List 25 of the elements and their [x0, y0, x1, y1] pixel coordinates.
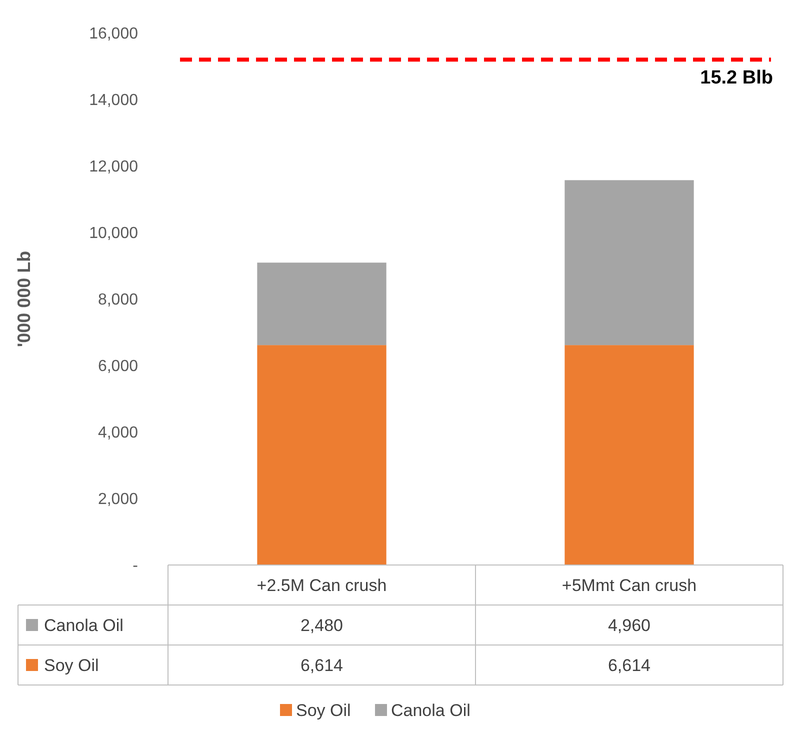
data-label: 2,480 [300, 616, 344, 635]
y-tick-label: 2,000 [98, 491, 138, 508]
text: Canola Oil [391, 700, 470, 720]
y-tick-label: 4,000 [98, 424, 138, 442]
y-tick-label: 8,000 [98, 292, 138, 309]
x-tick-label: +5Mmt Can crush [562, 576, 697, 595]
bar [257, 345, 386, 565]
data-label: 4,960 [608, 616, 651, 635]
bar [564, 345, 694, 565]
y-tick-label: 16,000 [89, 26, 138, 43]
legend-label: Soy Oil [296, 700, 351, 720]
y-axis-title: '000 000 Lb [14, 250, 34, 348]
data-label: 6,614 [300, 656, 344, 675]
text: Soy Oil [44, 656, 99, 675]
x-tick-label: +2.5M Can crush [256, 576, 387, 595]
y-tick-label: - [132, 558, 138, 575]
y-tick-label: 6,000 [98, 358, 138, 376]
ref-line-label: 15.2 Blb [700, 68, 773, 89]
data-label: 6,614 [608, 656, 651, 675]
y-tick-label: 12,000 [89, 158, 138, 176]
bar [564, 180, 694, 346]
legend-label: Canola Oil [44, 616, 124, 635]
bar [257, 262, 386, 346]
y-tick-label: 14,000 [89, 92, 138, 110]
y-tick-label: 10,000 [89, 225, 138, 242]
